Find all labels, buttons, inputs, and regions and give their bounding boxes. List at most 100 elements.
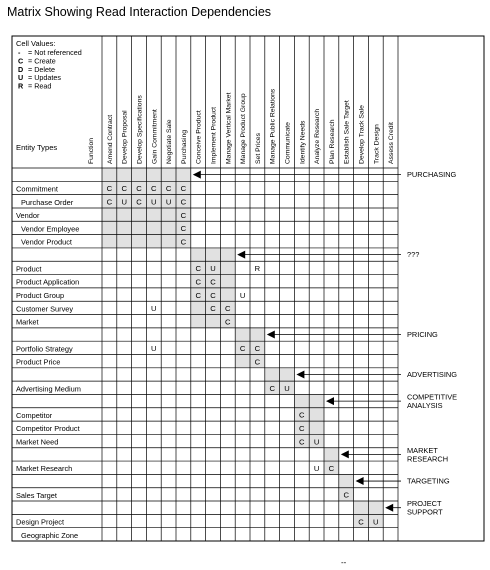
cell-value: C (299, 411, 305, 420)
function-header: Establish Sale Target (344, 100, 351, 164)
diagram-title: Matrix Showing Read Interaction Dependen… (7, 5, 272, 19)
function-header: Negotiate Sale (166, 119, 173, 164)
function-header: Amend Contract (107, 115, 114, 164)
function-header: Conceive Product (196, 110, 203, 164)
cell-value: C (107, 198, 113, 207)
cell-value: C (255, 357, 261, 366)
cell-value: C (299, 424, 305, 433)
group-arrowhead (355, 477, 364, 486)
function-header: Develop Proposal (122, 110, 129, 164)
cell-value: C (210, 291, 216, 300)
cell-value: U (314, 437, 319, 446)
function-header: Set Prices (255, 132, 262, 164)
cell-value: C (166, 184, 172, 193)
group-label: PURCHASING (407, 170, 457, 179)
entity-label: Market Research (16, 464, 72, 473)
group-arrowhead (385, 503, 394, 512)
cell-value: C (136, 184, 142, 193)
function-header: Identify Needs (299, 120, 306, 164)
cell-value: C (181, 198, 187, 207)
entity-label: Vendor (16, 211, 40, 220)
cell-value: C (181, 211, 187, 220)
cell-value: C (240, 344, 246, 353)
entity-label: Product (16, 264, 41, 273)
cell-value: C (299, 437, 305, 446)
function-column-label: Function (88, 138, 95, 164)
group-label: ??? (407, 250, 419, 259)
entity-label: Sales Target (16, 491, 57, 500)
entity-label: Vendor Product (21, 238, 72, 247)
entity-label: Product Group (16, 291, 64, 300)
cell-value: U (373, 517, 378, 526)
group-label: ANALYSIS (407, 401, 443, 410)
function-header: Manage Product Group (240, 93, 247, 164)
group-label: RESEARCH (407, 454, 448, 463)
function-header: Track Design (373, 124, 380, 164)
legend-meaning: = Create (28, 56, 56, 65)
function-header: Analyze Research (314, 109, 321, 164)
cell-value: U (166, 198, 171, 207)
cell-value: C (195, 277, 201, 286)
group-label: SUPPORT (407, 508, 443, 517)
entity-types-label: Entity Types (16, 143, 57, 152)
entity-label: Commitment (16, 184, 58, 193)
cell-value: C (107, 184, 113, 193)
cell-value: C (181, 224, 187, 233)
legend-meaning: = Read (28, 82, 51, 91)
function-header: Manage Vertical Market (225, 92, 232, 164)
legend-code: R (18, 82, 24, 91)
entity-label: Portfolio Strategy (16, 344, 73, 353)
legend-code: D (18, 65, 23, 74)
matrix-frame (11, 35, 485, 542)
cell-value: U (151, 344, 156, 353)
legend-meaning: = Not referenced (28, 48, 82, 57)
function-header: Assess Credit (388, 122, 395, 164)
legend-code: U (18, 73, 23, 82)
cell-value: C (255, 344, 261, 353)
group-label: MARKET (407, 446, 438, 455)
group-arrowhead (266, 330, 275, 339)
cell-value: C (195, 291, 201, 300)
cell-value: C (358, 517, 364, 526)
legend-heading: Cell Values: (16, 39, 55, 48)
entity-label: Geographic Zone (21, 531, 78, 540)
cell-value: C (151, 184, 157, 193)
legend-code: - (18, 48, 21, 57)
entity-label: Product Price (16, 358, 60, 367)
entity-label: Competitor Product (16, 424, 80, 433)
group-arrowhead (192, 170, 201, 179)
entity-label: Vendor Employee (21, 224, 79, 233)
cell-value: C (181, 238, 187, 247)
cell-value: C (269, 384, 275, 393)
entity-label: Design Project (16, 517, 64, 526)
footer-mark: -- (341, 558, 347, 567)
group-label: COMPETITIVE (407, 393, 457, 402)
cell-value: C (210, 277, 216, 286)
cell-value: C (210, 304, 216, 313)
group-arrowhead (237, 250, 246, 259)
cell-value: R (255, 264, 261, 273)
function-header: Develop Track Sale (359, 105, 366, 164)
cell-value: C (181, 184, 187, 193)
cell-value: C (225, 317, 231, 326)
entity-label: Customer Survey (16, 304, 73, 313)
cell-value: U (210, 264, 215, 273)
group-label: PRICING (407, 330, 438, 339)
legend-code: C (18, 56, 23, 65)
cell-value: U (240, 291, 245, 300)
entity-label: Advertising Medium (16, 384, 81, 393)
legend-meaning: = Delete (28, 65, 55, 74)
entity-label: Purchase Order (21, 198, 74, 207)
function-header: Purchasing (181, 130, 188, 164)
cell-value: C (195, 264, 201, 273)
cell-value: U (121, 198, 126, 207)
entity-label: Market Need (16, 438, 58, 447)
function-header: Develop Specifications (137, 95, 144, 164)
cell-value: C (329, 464, 335, 473)
cell-value: U (284, 384, 289, 393)
function-header: Plan Research (329, 119, 336, 164)
cell-value: C (121, 184, 127, 193)
function-header: Communicate (285, 122, 292, 164)
cell-value: C (136, 198, 142, 207)
